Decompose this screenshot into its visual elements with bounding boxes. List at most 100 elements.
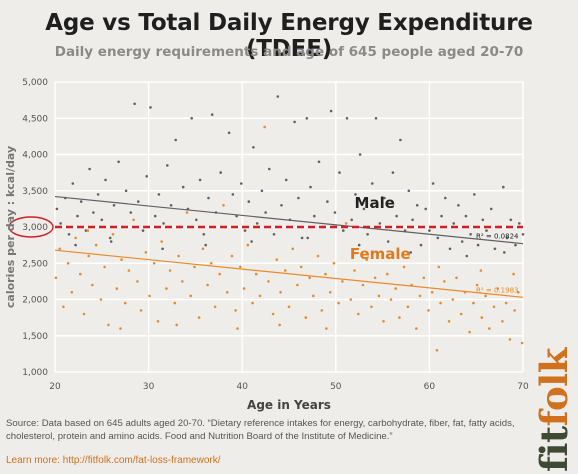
female-point — [111, 233, 115, 236]
series-label-male: Male — [355, 194, 395, 212]
male-point — [280, 204, 283, 207]
female-point — [58, 247, 61, 251]
male-point — [485, 229, 488, 232]
female-point — [389, 298, 393, 301]
female-point — [468, 330, 471, 334]
female-point — [74, 236, 77, 240]
female-point — [475, 283, 479, 287]
male-point — [505, 236, 509, 240]
male-point — [403, 229, 407, 232]
data-points — [54, 95, 525, 352]
female-point — [225, 291, 229, 294]
female-point — [115, 287, 119, 290]
male-point — [92, 211, 95, 214]
female-point — [451, 298, 455, 301]
male-point — [109, 240, 113, 243]
female-point — [144, 251, 148, 254]
female-point — [373, 276, 377, 280]
male-point — [243, 229, 247, 232]
y-tick-label: 1,500 — [22, 332, 48, 342]
female-point — [488, 327, 491, 330]
female-point — [103, 265, 106, 269]
male-point — [407, 189, 411, 193]
male-point — [88, 167, 91, 171]
male-point — [227, 131, 231, 135]
male-point — [117, 160, 120, 164]
x-tick-label: 50 — [330, 382, 342, 392]
female-point — [517, 291, 520, 294]
male-point — [297, 196, 300, 200]
male-point — [141, 229, 145, 232]
x-tick-label: 60 — [424, 382, 436, 392]
female-point — [91, 283, 94, 287]
female-point — [239, 265, 242, 269]
male-point — [354, 193, 357, 196]
chart-subtitle: Daily energy requirements and age of 645… — [54, 44, 524, 60]
female-point — [119, 327, 122, 330]
female-point — [316, 254, 320, 258]
female-point — [246, 243, 250, 247]
male-point — [317, 160, 321, 164]
male-point — [219, 171, 222, 174]
female-point — [181, 280, 184, 283]
male-point — [174, 138, 177, 142]
x-tick-label: 20 — [49, 382, 61, 392]
male-point — [272, 233, 276, 236]
male-point — [452, 222, 456, 225]
male-point — [64, 196, 67, 200]
annotations: R² = 0.0824 R² = 0.1983 Male Female — [350, 194, 519, 294]
male-point — [395, 214, 398, 218]
female-point — [344, 222, 348, 225]
y-tick-label: 2,000 — [22, 296, 48, 306]
male-point — [202, 233, 206, 236]
male-point — [195, 218, 198, 222]
female-point — [222, 204, 225, 207]
male-point — [305, 117, 309, 120]
male-point — [329, 109, 333, 113]
brand-logo-fit: fit — [532, 426, 576, 472]
y-tick-label: 5,000 — [22, 78, 48, 88]
male-point — [79, 200, 83, 203]
male-point — [293, 120, 296, 124]
female-point — [139, 309, 143, 312]
female-point — [296, 283, 299, 287]
female-point — [320, 309, 324, 312]
series-label-female: Female — [350, 245, 411, 263]
female-point — [291, 247, 295, 251]
female-point — [410, 283, 413, 287]
reference-layer — [8, 216, 523, 238]
male-point — [489, 207, 493, 211]
male-point — [350, 218, 354, 222]
brand-logo-folk: folk — [532, 348, 576, 427]
male-point — [288, 218, 292, 222]
source-note: Source: Data based on 645 adults aged 20… — [6, 418, 515, 442]
male-point — [108, 236, 112, 240]
female-point — [263, 125, 267, 129]
x-tick-label: 40 — [236, 382, 248, 392]
female-point — [148, 294, 151, 298]
male-point — [362, 207, 366, 211]
male-point — [518, 222, 521, 225]
female-trend-line — [54, 249, 524, 298]
female-point — [437, 265, 441, 269]
female-point — [370, 305, 373, 309]
male-point — [247, 200, 251, 203]
female-point — [325, 327, 328, 330]
female-point — [349, 298, 353, 301]
learn-more-link[interactable]: Learn more: http://fitfolk.com/fat-loss-… — [6, 455, 221, 466]
male-point — [204, 243, 207, 247]
female-point — [341, 280, 344, 283]
x-tick-label: 30 — [143, 382, 155, 392]
female-point — [213, 305, 217, 309]
female-point — [234, 309, 237, 312]
male-point — [276, 95, 280, 98]
female-point — [218, 272, 221, 276]
male-point — [264, 211, 267, 214]
female-point — [189, 294, 192, 298]
male-point — [411, 218, 414, 222]
female-point — [152, 262, 156, 265]
female-point — [284, 269, 287, 272]
male-point — [358, 153, 362, 156]
female-point — [386, 272, 389, 276]
female-point — [168, 269, 172, 272]
